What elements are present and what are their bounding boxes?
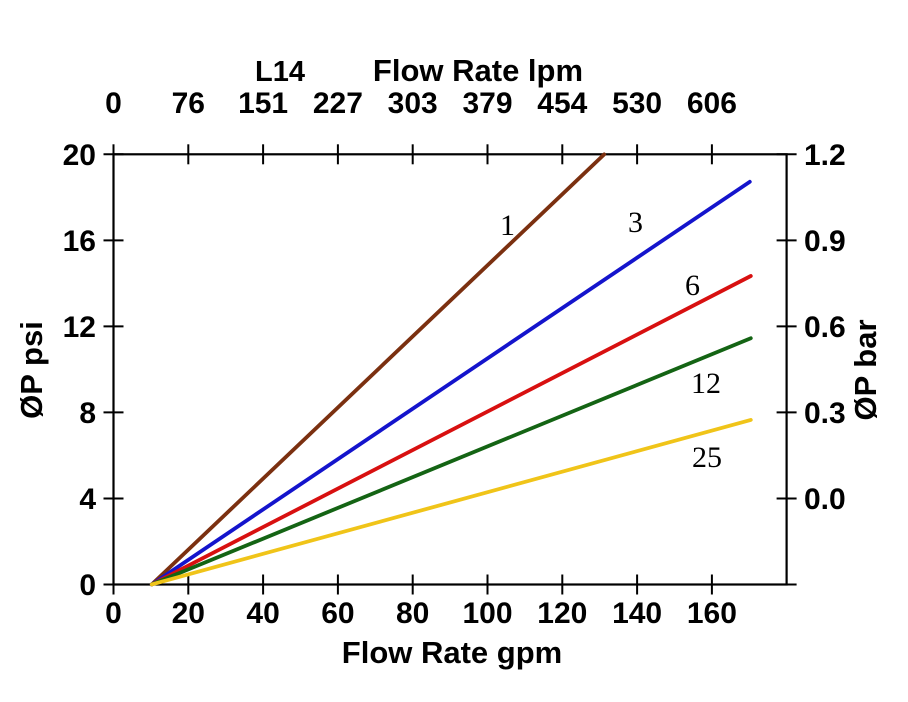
svg-text:ØP bar: ØP bar (848, 319, 883, 420)
svg-text:120: 120 (537, 597, 587, 630)
svg-text:0.6: 0.6 (804, 311, 846, 344)
svg-text:L14: L14 (255, 56, 305, 88)
svg-text:0: 0 (79, 569, 96, 602)
svg-text:Flow Rate lpm: Flow Rate lpm (373, 53, 583, 88)
svg-text:0: 0 (105, 87, 122, 120)
svg-text:140: 140 (612, 597, 662, 630)
svg-text:227: 227 (313, 87, 363, 120)
svg-text:20: 20 (172, 597, 205, 630)
svg-text:ØP psi: ØP psi (14, 321, 49, 419)
svg-text:151: 151 (238, 87, 288, 120)
svg-text:Flow Rate gpm: Flow Rate gpm (342, 635, 562, 670)
svg-text:303: 303 (388, 87, 438, 120)
svg-text:0: 0 (105, 597, 122, 630)
svg-text:379: 379 (462, 87, 512, 120)
svg-text:76: 76 (172, 87, 205, 120)
svg-text:6: 6 (685, 269, 700, 302)
svg-text:454: 454 (537, 87, 587, 120)
svg-text:40: 40 (246, 597, 279, 630)
svg-text:0.0: 0.0 (804, 483, 846, 516)
svg-text:1: 1 (500, 209, 515, 242)
svg-text:60: 60 (321, 597, 354, 630)
svg-text:4: 4 (79, 483, 96, 516)
svg-text:530: 530 (612, 87, 662, 120)
svg-text:3: 3 (628, 206, 643, 239)
svg-text:606: 606 (687, 87, 737, 120)
svg-text:20: 20 (63, 139, 96, 172)
svg-text:12: 12 (63, 311, 96, 344)
svg-text:8: 8 (79, 397, 96, 430)
svg-text:25: 25 (692, 441, 722, 474)
svg-text:12: 12 (691, 367, 721, 400)
svg-text:100: 100 (462, 597, 512, 630)
svg-text:1.2: 1.2 (804, 139, 846, 172)
svg-text:0.3: 0.3 (804, 397, 846, 430)
svg-text:160: 160 (687, 597, 737, 630)
svg-text:16: 16 (63, 225, 96, 258)
svg-text:0.9: 0.9 (804, 225, 846, 258)
svg-text:80: 80 (396, 597, 429, 630)
